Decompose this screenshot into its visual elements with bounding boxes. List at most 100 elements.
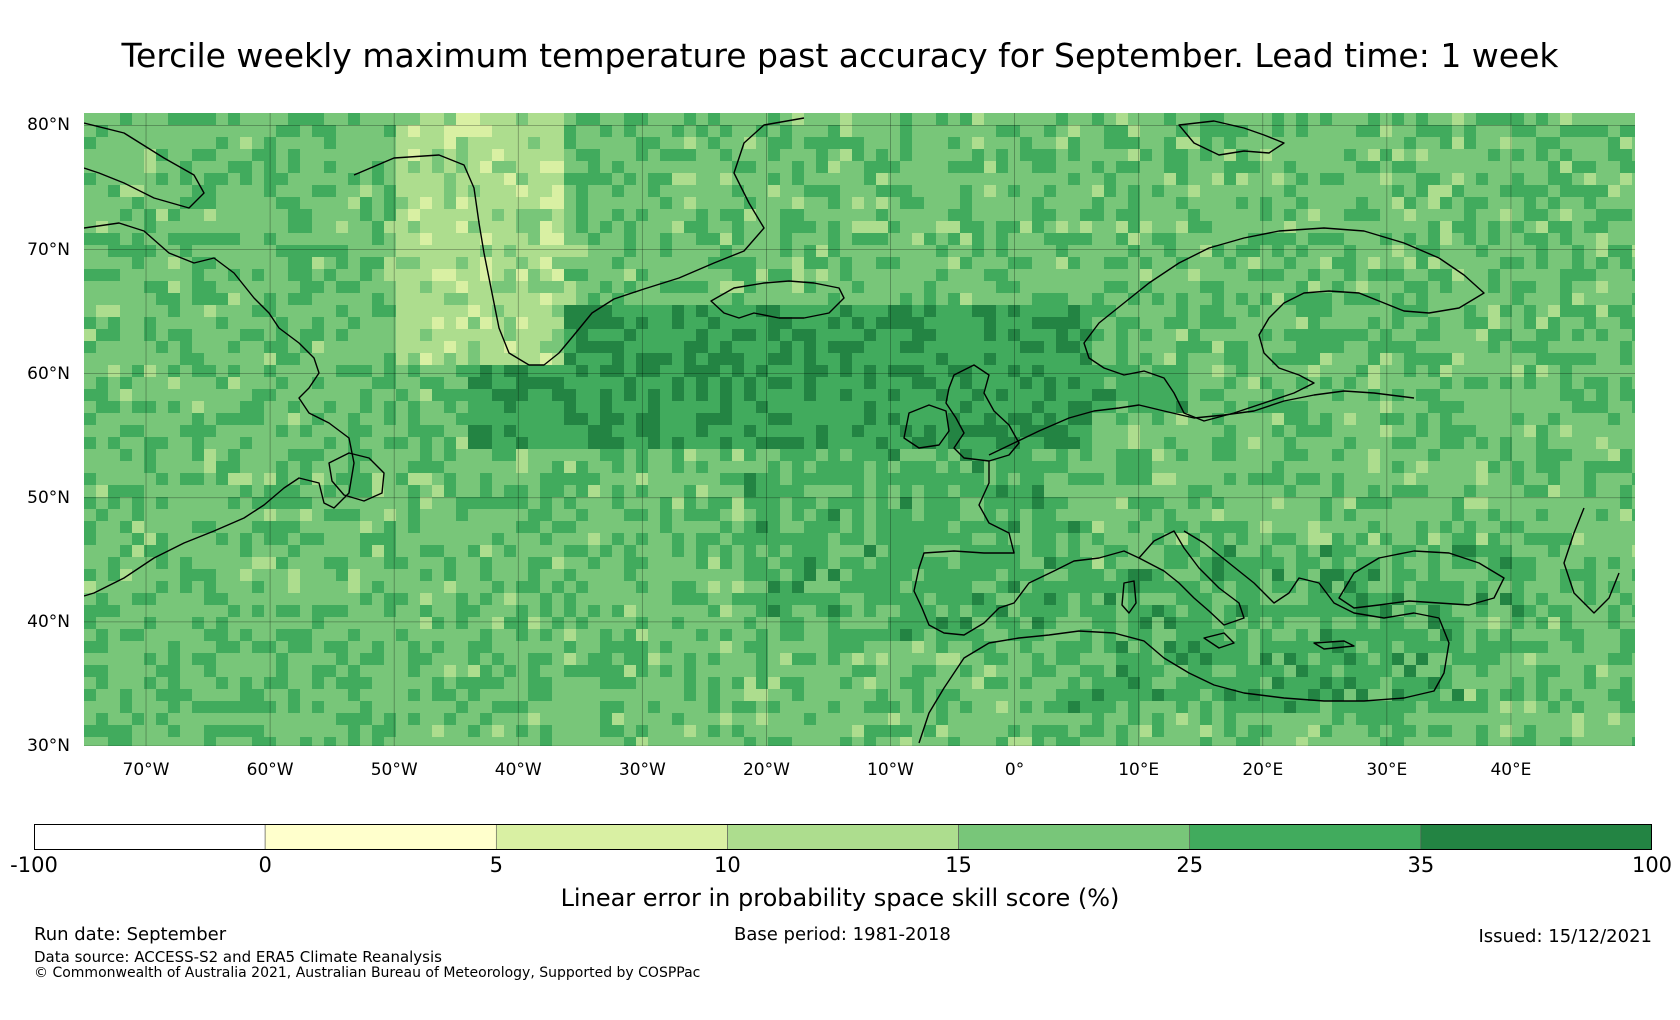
grid-cell <box>444 461 457 474</box>
grid-cell <box>648 185 661 198</box>
grid-cell <box>1380 473 1393 486</box>
grid-cell <box>564 245 577 258</box>
grid-cell <box>1596 233 1609 246</box>
grid-cell <box>396 341 409 354</box>
grid-cell <box>540 449 553 462</box>
grid-cell <box>372 341 385 354</box>
grid-cell <box>312 269 325 282</box>
grid-cell <box>1272 173 1285 186</box>
grid-cell <box>108 281 121 294</box>
grid-cell <box>516 377 529 390</box>
grid-cell <box>240 293 253 306</box>
grid-cell <box>288 413 301 426</box>
grid-cell <box>756 389 769 402</box>
grid-cell <box>1512 185 1525 198</box>
grid-cell <box>720 497 733 510</box>
grid-cell <box>432 341 445 354</box>
grid-cell <box>1476 413 1489 426</box>
grid-cell <box>1104 197 1117 210</box>
grid-cell <box>1608 329 1621 342</box>
grid-cell <box>372 269 385 282</box>
grid-cell <box>708 413 721 426</box>
grid-cell <box>936 329 949 342</box>
grid-cell <box>1212 197 1225 210</box>
grid-cell <box>1296 497 1309 510</box>
grid-cell <box>564 125 577 138</box>
grid-cell <box>1392 281 1405 294</box>
grid-cell <box>492 509 505 522</box>
grid-cell <box>624 365 637 378</box>
grid-cell <box>1488 125 1501 138</box>
grid-cell <box>432 569 445 582</box>
grid-cell <box>708 245 721 258</box>
grid-cell <box>792 377 805 390</box>
grid-cell <box>216 209 229 222</box>
grid-cell <box>540 497 553 510</box>
grid-cell <box>960 281 973 294</box>
grid-cell <box>696 317 709 330</box>
grid-cell <box>768 173 781 186</box>
grid-cell <box>552 329 565 342</box>
grid-cell <box>1548 125 1561 138</box>
grid-cell <box>1452 497 1465 510</box>
grid-cell <box>1128 509 1141 522</box>
grid-cell <box>1428 533 1441 546</box>
grid-cell <box>264 545 277 558</box>
grid-cell <box>780 221 793 234</box>
grid-cell <box>120 149 133 162</box>
grid-cell <box>1296 113 1309 126</box>
grid-cell <box>108 521 121 534</box>
grid-cell <box>156 125 169 138</box>
grid-cell <box>1164 317 1177 330</box>
grid-cell <box>684 245 697 258</box>
grid-cell <box>216 305 229 318</box>
grid-cell <box>660 545 673 558</box>
grid-cell <box>1440 173 1453 186</box>
grid-cell <box>912 293 925 306</box>
grid-cell <box>1416 293 1429 306</box>
grid-cell <box>972 221 985 234</box>
grid-cell <box>1524 521 1537 534</box>
grid-cell <box>1068 161 1081 174</box>
grid-cell <box>636 569 649 582</box>
grid-cell <box>684 425 697 438</box>
grid-cell <box>1308 425 1321 438</box>
grid-cell <box>1188 521 1201 534</box>
grid-cell <box>768 197 781 210</box>
grid-cell <box>456 401 469 414</box>
grid-cell <box>348 521 361 534</box>
grid-cell <box>348 257 361 270</box>
grid-cell <box>1164 125 1177 138</box>
grid-cell <box>456 173 469 186</box>
grid-cell <box>252 257 265 270</box>
grid-cell <box>156 257 169 270</box>
grid-cell <box>996 305 1009 318</box>
grid-cell <box>1080 317 1093 330</box>
grid-cell <box>648 209 661 222</box>
grid-cell <box>588 425 601 438</box>
grid-cell <box>1128 521 1141 534</box>
grid-cell <box>1224 545 1237 558</box>
grid-cell <box>528 149 541 162</box>
grid-cell <box>1020 425 1033 438</box>
grid-cell <box>936 557 949 570</box>
grid-cell <box>480 509 493 522</box>
grid-cell <box>1080 197 1093 210</box>
grid-cell <box>852 353 865 366</box>
grid-cell <box>492 233 505 246</box>
grid-cell <box>276 245 289 258</box>
grid-cell <box>348 305 361 318</box>
grid-cell <box>1368 305 1381 318</box>
grid-cell <box>1272 197 1285 210</box>
grid-cell <box>672 509 685 522</box>
grid-cell <box>720 293 733 306</box>
grid-cell <box>1368 281 1381 294</box>
grid-cell <box>1236 173 1249 186</box>
grid-cell <box>240 533 253 546</box>
grid-cell <box>816 497 829 510</box>
grid-cell <box>1260 329 1273 342</box>
grid-cell <box>1320 485 1333 498</box>
grid-cell <box>228 461 241 474</box>
grid-cell <box>708 437 721 450</box>
grid-cell <box>984 245 997 258</box>
